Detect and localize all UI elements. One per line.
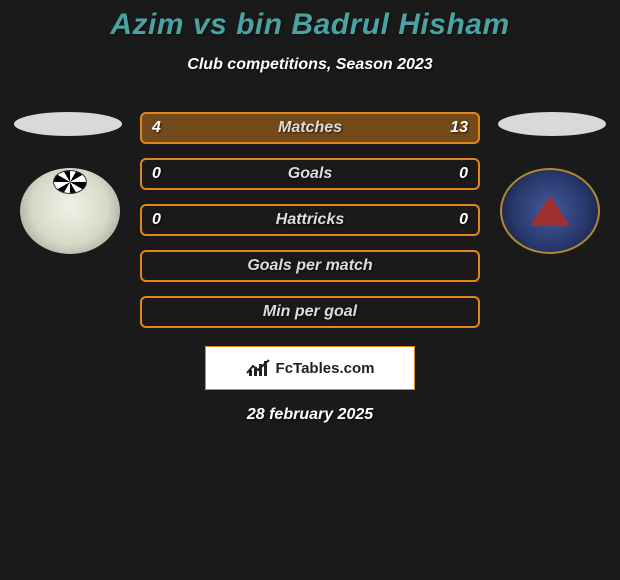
stat-label: Goals per match	[247, 257, 372, 275]
stat-row-matches: 4 Matches 13	[140, 112, 480, 144]
left-column	[10, 112, 130, 254]
stat-label: Min per goal	[263, 303, 357, 321]
team-crest-right	[500, 168, 600, 254]
date: 28 february 2025	[0, 406, 620, 424]
right-column	[490, 112, 610, 254]
stat-label: Matches	[278, 119, 342, 137]
stat-value-right: 0	[459, 165, 468, 183]
team-crest-right-wrap	[500, 168, 600, 254]
branding: FcTables.com	[205, 346, 415, 390]
stat-value-left: 0	[152, 211, 161, 229]
stat-fill-right	[223, 114, 478, 142]
stat-row-goals-per-match: Goals per match	[140, 250, 480, 282]
stat-row-goals: 0 Goals 0	[140, 158, 480, 190]
subtitle: Club competitions, Season 2023	[0, 56, 620, 74]
layout: 4 Matches 13 0 Goals 0 0 Hattricks 0 Goals per ma…	[0, 112, 620, 328]
player-photo-placeholder-right	[498, 112, 606, 136]
stat-label: Hattricks	[276, 211, 344, 229]
team-crest-left	[20, 168, 120, 254]
stats-list: 4 Matches 13 0 Goals 0 0 Hattricks 0 Goals per ma…	[140, 112, 480, 328]
player-photo-placeholder-left	[14, 112, 122, 136]
bar-chart-icon	[246, 359, 270, 377]
comparison-card: Azim vs bin Badrul Hisham Club competiti…	[0, 0, 620, 424]
stat-value-left: 0	[152, 165, 161, 183]
team-crest-left-wrap	[20, 168, 120, 254]
page-title: Azim vs bin Badrul Hisham	[0, 8, 620, 42]
stat-value-right: 0	[459, 211, 468, 229]
stat-row-hattricks: 0 Hattricks 0	[140, 204, 480, 236]
stat-value-left: 4	[152, 119, 161, 137]
stat-value-right: 13	[450, 119, 468, 137]
stat-row-min-per-goal: Min per goal	[140, 296, 480, 328]
brand-text: FcTables.com	[276, 360, 375, 377]
stat-label: Goals	[288, 165, 332, 183]
